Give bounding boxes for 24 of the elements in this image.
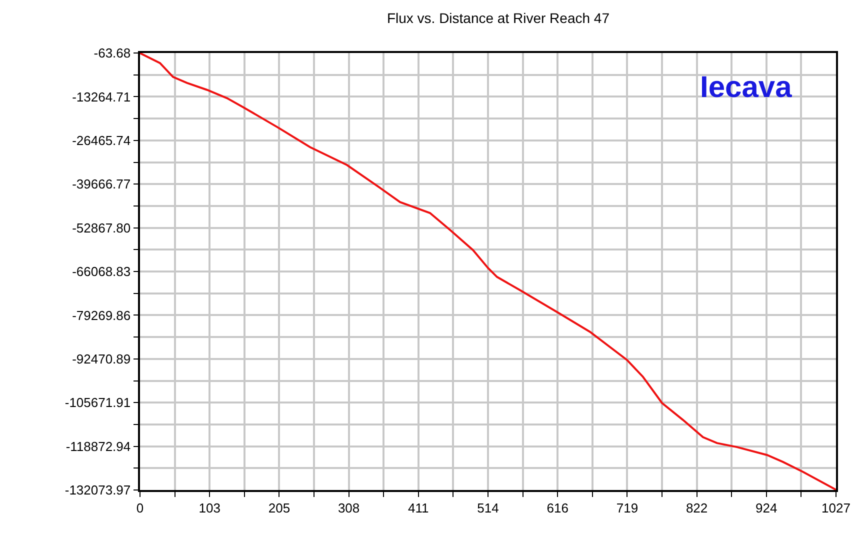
x-tick-label: 205 bbox=[268, 500, 290, 516]
x-tick-label: 411 bbox=[408, 500, 429, 516]
x-tick-label: 924 bbox=[756, 500, 778, 516]
x-tick-label: 822 bbox=[686, 500, 708, 516]
chart-title: Flux vs. Distance at River Reach 47 bbox=[386, 10, 610, 26]
x-tick-label: 1027 bbox=[822, 500, 850, 516]
y-tick-label: -118872.94 bbox=[66, 438, 131, 454]
y-tick-label: -105671.91 bbox=[64, 395, 131, 410]
x-tick-label: 308 bbox=[338, 500, 360, 516]
x-tick-label: 719 bbox=[616, 500, 638, 516]
annotation: Iecava bbox=[700, 71, 792, 104]
x-tick-label: 0 bbox=[136, 500, 144, 516]
y-tick-label: -63.68 bbox=[94, 46, 131, 61]
y-tick-label: -132073.97 bbox=[64, 482, 131, 498]
y-tick-label: -66068.83 bbox=[72, 264, 131, 280]
y-tick-label: -13264.71 bbox=[72, 89, 131, 104]
x-tick-label: 514 bbox=[477, 500, 499, 516]
y-tick-label: -52867.80 bbox=[72, 220, 131, 236]
y-tick-label: -26465.74 bbox=[72, 132, 131, 148]
y-tick-label: -39666.77 bbox=[72, 176, 131, 192]
x-tick-label: 616 bbox=[546, 500, 568, 516]
y-tick-label: -92470.89 bbox=[72, 351, 131, 366]
y-tick-label: -79269.86 bbox=[72, 308, 131, 323]
x-tick-label: 103 bbox=[198, 500, 220, 516]
